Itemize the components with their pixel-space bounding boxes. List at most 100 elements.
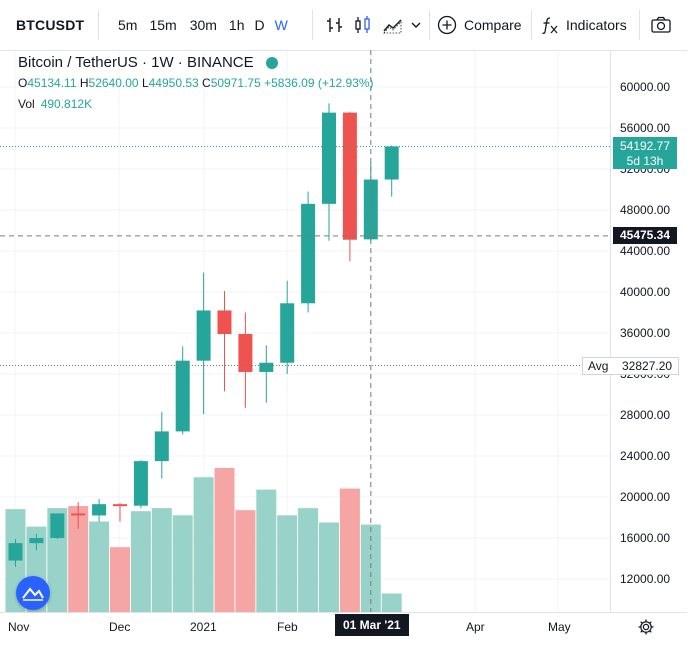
interval-w[interactable]: W: [274, 17, 288, 33]
area-icon[interactable]: [380, 12, 406, 38]
last-price-value: 54192.77: [619, 139, 671, 153]
chevron-down-icon[interactable]: [406, 12, 426, 38]
volume-bar: [381, 593, 402, 612]
time-label-nov: Nov: [8, 620, 30, 634]
fx-icon: [541, 15, 559, 35]
candle-body: [238, 334, 253, 372]
candle-body: [92, 504, 107, 516]
price-axis-label: 56000.00: [620, 121, 670, 135]
interval-1h[interactable]: 1h: [228, 17, 245, 33]
interval-d[interactable]: D: [254, 17, 265, 33]
time-label-apr: Apr: [466, 620, 485, 634]
interval-15m[interactable]: 15m: [149, 17, 177, 33]
toolbar-divider: [531, 10, 532, 40]
chart-legend: Bitcoin / TetherUS · 1W · BINANCE: [18, 54, 278, 71]
market-status-dot: [265, 56, 278, 69]
crosshair-time-tag: 01 Mar '21: [335, 614, 409, 636]
interval-group: 5m 15m 30m 1h D W: [114, 0, 292, 50]
price-axis-label: 60000.00: [620, 80, 670, 94]
low-value: 44950.53: [148, 76, 199, 90]
settings-gear-icon[interactable]: [637, 618, 655, 641]
ohlc-values: O45134.11 H52640.00 L44950.53 C50971.75 …: [18, 76, 374, 90]
interval-30m[interactable]: 30m: [189, 17, 217, 33]
bar-style-icon[interactable]: [322, 12, 348, 38]
open-value: 45134.11: [27, 76, 77, 90]
price-axis-label: 44000.00: [620, 244, 670, 258]
high-label: H: [79, 76, 89, 90]
candle-body: [133, 461, 148, 506]
candles-icon[interactable]: [350, 12, 376, 38]
volume-bar: [151, 508, 172, 612]
volume-bar: [235, 510, 256, 612]
volume-bar: [68, 506, 89, 612]
last-price-tag: 54192.77 5d 13h: [613, 137, 677, 169]
time-label-may: May: [548, 620, 571, 634]
candle-body: [29, 538, 44, 544]
crosshair-price-tag: 45475.34: [613, 227, 677, 244]
indicators-button[interactable]: Indicators: [541, 0, 627, 50]
candle-body: [384, 146, 399, 180]
close-value: 50971.75: [210, 76, 261, 90]
volume-bar: [339, 488, 360, 612]
average-price-tag: Avg 32827.20: [582, 357, 679, 375]
compare-label: Compare: [464, 17, 522, 33]
toolbar-divider: [429, 10, 430, 40]
top-toolbar: BTCUSDT 5m 15m 30m 1h D W Compare Indica…: [0, 0, 687, 51]
high-value: 52640.00: [88, 76, 139, 90]
price-axis-label: 48000.00: [620, 203, 670, 217]
volume-label: Vol: [18, 97, 35, 111]
volume-bar: [172, 515, 193, 612]
camera-icon[interactable]: [648, 12, 674, 38]
volume-bar: [360, 524, 381, 612]
volume-bar: [277, 515, 298, 612]
volume-bar: [214, 468, 235, 612]
candle-body: [259, 362, 274, 372]
time-label-feb: Feb: [277, 620, 298, 634]
volume-bar: [130, 511, 151, 612]
candle-body: [113, 504, 127, 507]
candle-body: [217, 310, 232, 335]
volume-bar: [298, 508, 319, 612]
avg-label: Avg: [588, 359, 609, 373]
open-label: O: [18, 76, 28, 90]
candle-body: [8, 543, 23, 561]
volume-legend: Vol 490.812K: [18, 97, 92, 111]
price-axis-label: 16000.00: [620, 531, 670, 545]
time-label-dec: Dec: [109, 620, 131, 634]
price-axis-label: 28000.00: [620, 408, 670, 422]
volume-bar: [110, 547, 130, 612]
price-chart[interactable]: 12000.00 16000.00 20000.00 24000.00 28000.00…: [0, 50, 687, 645]
candle-body: [175, 360, 190, 432]
toolbar-divider: [98, 10, 99, 40]
compare-button[interactable]: Compare: [437, 0, 522, 50]
candle-body: [301, 203, 316, 304]
time-axis-border: [0, 612, 687, 613]
volume-bar: [193, 477, 214, 612]
bar-countdown: 5d 13h: [626, 154, 664, 168]
interval-5m[interactable]: 5m: [118, 17, 138, 33]
candle-body: [50, 513, 65, 538]
indicators-label: Indicators: [566, 17, 627, 33]
candle-body: [280, 303, 295, 363]
price-axis-label: 24000.00: [620, 449, 670, 463]
candle-body: [342, 112, 357, 240]
toolbar-divider: [312, 10, 313, 40]
candle-body: [322, 112, 336, 204]
candle-body: [154, 431, 169, 462]
price-axis-label: 20000.00: [620, 490, 670, 504]
candle-body: [196, 310, 211, 361]
time-label-2021: 2021: [190, 620, 217, 634]
symbol-search-button[interactable]: BTCUSDT: [16, 17, 85, 33]
volume-value: 490.812K: [40, 97, 93, 111]
price-axis-label: 40000.00: [620, 285, 670, 299]
candle-body: [363, 179, 378, 240]
close-label: C: [202, 76, 211, 90]
tradingview-logo-icon[interactable]: [16, 576, 50, 610]
plus-circle-icon: [437, 15, 457, 35]
change-value: +5836.09 (+12.93%): [264, 76, 374, 90]
candle-body: [71, 513, 86, 516]
legend-title: Bitcoin / TetherUS · 1W · BINANCE: [18, 54, 254, 71]
avg-value: 32827.20: [622, 359, 673, 373]
price-axis-label: 36000.00: [620, 326, 670, 340]
low-label: L: [141, 76, 149, 90]
